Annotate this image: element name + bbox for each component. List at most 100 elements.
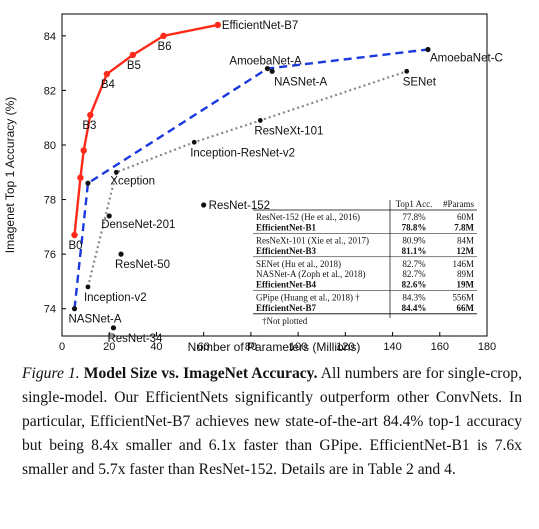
data-point — [113, 169, 119, 175]
x-tick-label: 20 — [103, 341, 115, 353]
point-label: Xception — [110, 175, 155, 187]
table-cell-params: 7.8M — [454, 222, 474, 232]
table-cell-acc: 78.8% — [402, 222, 427, 232]
table-cell-params: 66M — [457, 303, 475, 313]
point-label: B5 — [127, 60, 141, 72]
data-point — [80, 147, 87, 154]
table-cell-params: 12M — [457, 246, 475, 256]
series-line-1 — [73, 48, 429, 309]
table-cell-model: EfficientNet-B7 — [256, 303, 316, 313]
point-label: AmoebaNet-C — [430, 52, 503, 64]
data-point — [201, 202, 207, 208]
caption-title: Model Size vs. ImageNet Accuracy. — [83, 365, 318, 382]
point-label: ResNet-152 — [209, 200, 270, 212]
y-tick-label: 82 — [44, 85, 56, 97]
table-cell-acc: 84.4% — [402, 303, 427, 313]
y-tick-label: 80 — [44, 140, 56, 152]
data-point — [77, 174, 84, 181]
data-point — [264, 65, 271, 72]
data-point — [269, 68, 275, 74]
table-cell-model: EfficientNet-B1 — [256, 222, 316, 232]
data-point — [118, 251, 124, 257]
table-cell-model: ResNeXt-101 (Xie et al., 2017) — [256, 236, 369, 246]
point-label: Inception-ResNet-v2 — [190, 147, 295, 159]
point-label: ResNet-50 — [115, 259, 170, 271]
point-label: ResNet-34 — [107, 333, 163, 345]
x-tick-label: 40 — [150, 341, 162, 353]
figure-caption: Figure 1. Model Size vs. ImageNet Accura… — [22, 362, 522, 482]
table-cell-params: 146M — [452, 259, 474, 269]
data-point — [85, 284, 91, 290]
table-cell-params: 89M — [457, 269, 474, 279]
data-point — [106, 213, 112, 219]
point-label: B0 — [69, 240, 83, 252]
y-tick-label: 76 — [44, 249, 56, 261]
chart: 0 20 40 60 80 100 120 140 160 180 74 76 78 80 82 84 Num… — [3, 13, 503, 354]
table-cell-model: SENet (Hu et al., 2018) — [256, 259, 341, 269]
series-layer — [71, 21, 431, 331]
point-label: EfficientNet-B7 — [222, 20, 298, 32]
y-tick-label: 74 — [44, 304, 56, 316]
table-cell-model: GPipe (Huang et al., 2018) † — [256, 293, 360, 303]
x-axis-label: Number of Parameters (Millions) — [188, 340, 361, 354]
table-cell-acc: 77.8% — [402, 212, 426, 222]
point-label: B3 — [82, 120, 96, 132]
table-cell-params: 60M — [457, 212, 474, 222]
point-label: B4 — [101, 79, 116, 91]
x-tick-label: 100 — [289, 341, 307, 353]
x-tick-label: 80 — [245, 341, 257, 353]
x-tick-label: 140 — [383, 341, 401, 353]
point-label: NASNet-A — [69, 314, 122, 326]
x-tick-label: 160 — [431, 341, 449, 353]
x-tick-label: 120 — [336, 341, 354, 353]
x-tick-label: 0 — [59, 341, 65, 353]
data-point — [87, 111, 94, 119]
table-cell-acc: 82.6% — [402, 279, 427, 289]
comparison-table: Top1 Acc. #Params ResNet-152 (He et al., 2… — [253, 199, 477, 326]
table-cell-acc: 81.1% — [402, 246, 427, 256]
point-label: DenseNet-201 — [101, 219, 175, 231]
table-cell-model: NASNet-A (Zoph et al., 2018) — [256, 269, 365, 279]
watermark-overlay — [428, 502, 528, 524]
caption-figure-label: Figure 1. — [22, 365, 80, 382]
table-cell-acc: 84.3% — [402, 293, 426, 303]
data-point — [191, 139, 197, 145]
point-labels: B0 B3 B4 B5 B6 EfficientNet-B7 NASNet-A AmoebaN… — [69, 20, 503, 345]
series-line-0 — [73, 23, 219, 236]
y-tick-label: 84 — [44, 31, 56, 43]
table-cell-acc: 80.9% — [402, 236, 426, 246]
x-tick-label: 60 — [198, 341, 210, 353]
table-cell-model: EfficientNet-B3 — [256, 246, 316, 256]
caption-text: All numbers are for single-crop, single-… — [22, 365, 522, 478]
plot-frame — [61, 13, 488, 337]
point-label: AmoebaNet-A — [229, 56, 302, 68]
data-point — [71, 231, 78, 239]
table-cell-model: EfficientNet-B4 — [256, 279, 316, 289]
table-cell-acc: 82.7% — [402, 259, 426, 269]
data-point — [85, 180, 91, 186]
table-header-params: #Params — [443, 199, 474, 209]
x-tick-label: 180 — [478, 341, 496, 353]
table-header-acc: Top1 Acc. — [396, 199, 433, 209]
point-label: B6 — [158, 41, 172, 53]
point-label: SENet — [403, 76, 437, 88]
y-tick-label: 78 — [44, 195, 56, 207]
table-cell-params: 19M — [457, 279, 475, 289]
data-point — [404, 68, 410, 74]
data-point — [257, 118, 263, 123]
data-point — [160, 32, 167, 40]
point-label: Inception-v2 — [84, 292, 147, 304]
table-cell-params: 84M — [457, 236, 474, 246]
y-axis-label: Imagenet Top 1 Accuracy (%) — [3, 97, 17, 254]
data-point — [214, 21, 222, 29]
axis-ticks: 0 20 40 60 80 100 120 140 160 180 74 76 78 80 82 84 — [44, 31, 496, 353]
table-cell-params: 556M — [452, 293, 474, 303]
point-label: NASNet-A — [274, 76, 327, 88]
data-point — [71, 306, 78, 312]
table-cell-model: ResNet-152 (He et al., 2016) — [256, 212, 360, 222]
data-point — [103, 70, 111, 78]
data-point — [129, 51, 137, 59]
point-label: ResNeXt-101 — [254, 125, 323, 137]
table-footnote: †Not plotted — [262, 316, 308, 326]
table-cell-acc: 82.7% — [402, 269, 426, 279]
